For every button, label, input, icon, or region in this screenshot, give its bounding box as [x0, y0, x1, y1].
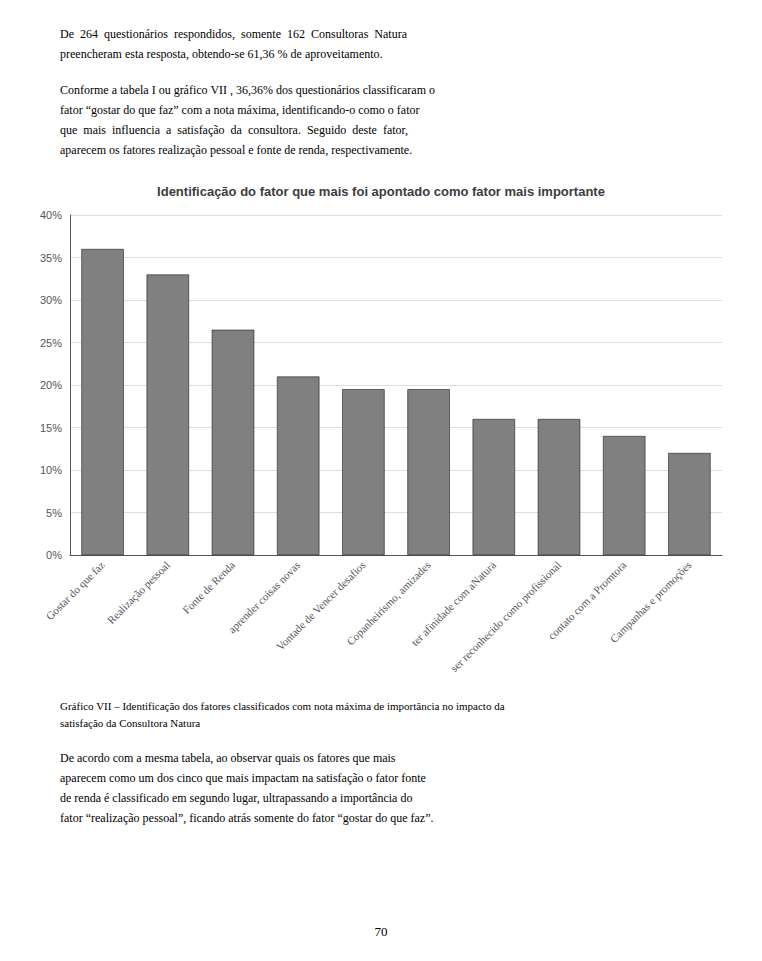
svg-text:ter afinidade com aNatura: ter afinidade com aNatura: [408, 558, 498, 649]
svg-text:35%: 35%: [40, 252, 62, 264]
svg-text:fator “realização pessoal”, fi: fator “realização pessoal”, ficando atrá…: [60, 811, 433, 825]
svg-text:Campanhas e promoções: Campanhas e promoções: [608, 559, 694, 645]
svg-text:25%: 25%: [40, 337, 62, 349]
svg-text:de renda é classificado em seg: de renda é classificado em segundo lugar…: [60, 791, 412, 805]
svg-text:satisfação da Consultora Natur: satisfação da Consultora Natura: [60, 717, 200, 729]
svg-text:Gostar do que faz: Gostar do que faz: [43, 559, 107, 623]
svg-text:Realização pessoal: Realização pessoal: [105, 559, 172, 626]
svg-text:que mais influencia a sati: que mais influencia a satisfação da cons…: [60, 123, 408, 137]
svg-text:Conforme a tabela I ou gráfico: Conforme a tabela I ou gráfico VII , 36,…: [60, 83, 435, 97]
svg-text:aprender coisas novas: aprender coisas novas: [226, 559, 303, 636]
svg-text:15%: 15%: [40, 422, 62, 434]
svg-text:5%: 5%: [46, 507, 62, 519]
svg-text:Vontade de Vencer desafios: Vontade de Vencer desafios: [273, 558, 368, 653]
svg-text:0%: 0%: [46, 549, 62, 561]
svg-text:70: 70: [375, 924, 388, 939]
svg-text:20%: 20%: [40, 379, 62, 391]
svg-text:contato com a Promtora: contato com a Promtora: [545, 558, 629, 642]
svg-text:De acordo com a mesma tabela,: De acordo com a mesma tabela, ao observa…: [60, 751, 396, 765]
svg-text:40%: 40%: [40, 209, 62, 221]
svg-text:Fonte de Renda: Fonte de Renda: [180, 559, 237, 616]
svg-text:Copanheirismo, amizades: Copanheirismo, amizades: [344, 558, 433, 648]
svg-text:30%: 30%: [40, 294, 62, 306]
svg-text:De 264 questionários respon: De 264 questionários respondidos, soment…: [60, 27, 408, 41]
svg-text:aparecem os fatores realização: aparecem os fatores realização pessoal e…: [60, 143, 412, 157]
svg-text:aparecem como um dos cinco que: aparecem como um dos cinco que mais impa…: [60, 771, 426, 785]
svg-text:10%: 10%: [40, 464, 62, 476]
svg-text:Identificação do fator que mai: Identificação do fator que mais foi apon…: [157, 184, 605, 199]
svg-text:ser reconhecido como profissio: ser reconhecido como profissional: [448, 559, 563, 674]
svg-text:Gráfico VII – Identificação do: Gráfico VII – Identificação dos fatores …: [60, 700, 505, 712]
svg-text:fator “gostar do que faz” com: fator “gostar do que faz” com a nota máx…: [60, 103, 420, 117]
svg-text:preencheram esta resposta, obt: preencheram esta resposta, obtendo-se 61…: [60, 47, 383, 61]
